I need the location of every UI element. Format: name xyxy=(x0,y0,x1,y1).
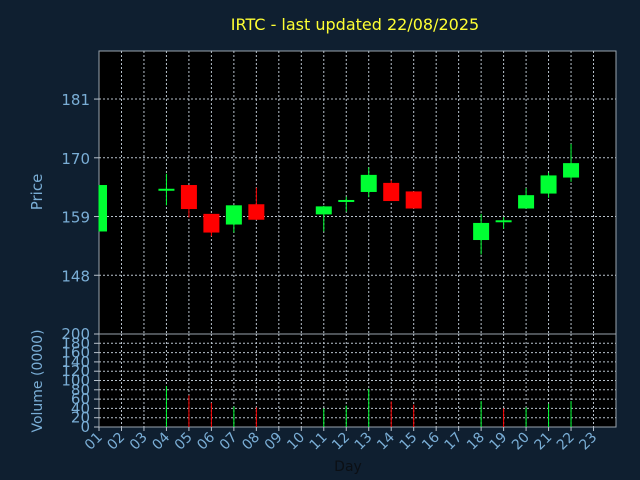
volume-tick-label: 20 xyxy=(71,409,90,427)
x-tick-label: 18 xyxy=(464,430,488,454)
candle-body xyxy=(315,206,332,215)
x-tick-label: 06 xyxy=(194,429,218,453)
x-tick-label: 12 xyxy=(329,430,353,454)
x-axis-label: Day xyxy=(334,459,362,475)
price-tick-label: 181 xyxy=(61,91,90,109)
candle-body xyxy=(248,204,265,220)
x-tick-label: 02 xyxy=(104,430,128,454)
x-tick-label: 10 xyxy=(284,430,308,454)
volume-axis-label: Volume (0000) xyxy=(30,329,46,432)
price-axis-label: Price xyxy=(28,174,46,211)
x-tick-label: 19 xyxy=(487,430,511,454)
volume-tick-label: 140 xyxy=(61,353,90,371)
x-tick-label: 21 xyxy=(531,430,555,454)
volume-tick-label: 180 xyxy=(61,334,90,352)
x-tick-label: 11 xyxy=(307,430,331,454)
volume-tick-label: 0 xyxy=(80,418,90,436)
candle-body xyxy=(518,195,535,209)
x-tick-label: 17 xyxy=(442,430,466,454)
x-tick-label: 23 xyxy=(576,430,600,454)
x-tick-label: 08 xyxy=(239,430,263,454)
x-ticks: 0102030405060708091011121314151617181920… xyxy=(82,427,600,453)
volume-tick-label: 40 xyxy=(71,399,90,417)
volume-tick-label: 80 xyxy=(71,381,90,399)
x-tick-label: 03 xyxy=(127,430,151,454)
price-panel xyxy=(98,50,617,335)
chart-title: IRTC - last updated 22/08/2025 xyxy=(231,15,479,34)
x-tick-label: 22 xyxy=(554,430,578,454)
x-tick-label: 04 xyxy=(149,429,173,453)
price-tick-label: 170 xyxy=(61,150,90,168)
candle-body xyxy=(338,199,355,202)
volume-panel xyxy=(98,333,617,428)
candle-body xyxy=(99,185,107,232)
x-tick-label: 13 xyxy=(352,430,376,454)
candles xyxy=(98,143,580,255)
candle-body xyxy=(405,191,422,209)
x-tick-label: 20 xyxy=(509,430,533,454)
candle-body xyxy=(180,185,197,210)
x-tick-label: 07 xyxy=(217,430,241,454)
x-tick-label: 05 xyxy=(172,430,196,454)
price-tick-label: 159 xyxy=(61,209,90,227)
candle-body xyxy=(473,222,490,241)
candle-body xyxy=(540,175,557,194)
price-tick-label: 148 xyxy=(61,267,90,285)
x-tick-label: 16 xyxy=(419,429,443,453)
candle-body xyxy=(563,163,580,178)
x-tick-label: 15 xyxy=(397,430,421,454)
x-tick-label: 14 xyxy=(374,429,398,453)
candle-body xyxy=(225,205,242,225)
volume-tick-label: 200 xyxy=(61,325,90,343)
x-tick-label: 09 xyxy=(262,430,286,454)
volume-bars xyxy=(165,386,572,427)
candle-body xyxy=(360,174,377,192)
candle-body xyxy=(383,182,400,202)
volume-tick-label: 60 xyxy=(71,390,90,408)
volume-tick-label: 120 xyxy=(61,362,90,380)
price-ticks: 148 159 170 181 xyxy=(61,91,99,285)
volume-tick-label: 160 xyxy=(61,344,90,362)
volume-tick-label: 100 xyxy=(61,372,90,390)
candle-body xyxy=(203,213,220,233)
candle-body xyxy=(495,220,512,223)
candle-body xyxy=(158,188,175,191)
